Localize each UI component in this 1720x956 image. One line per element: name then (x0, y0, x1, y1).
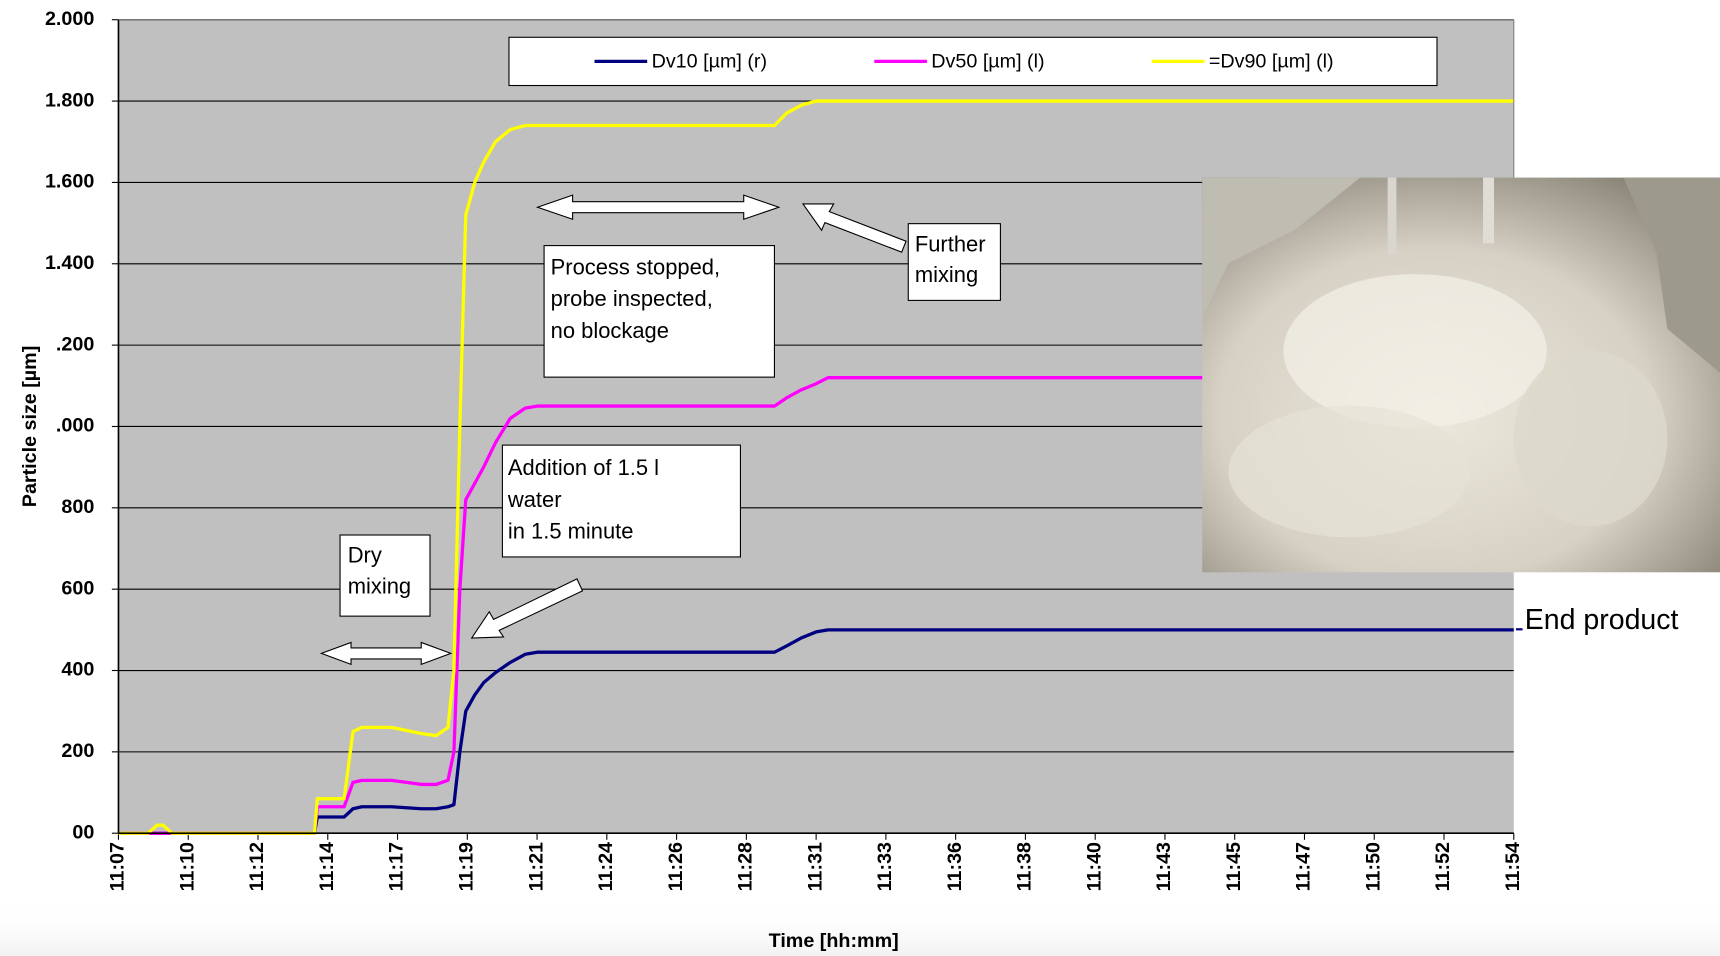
x-tick-label: 11:14 (316, 842, 338, 891)
x-tick-label: 11:36 (944, 842, 966, 891)
legend-label: =Dv90 [µm] (l) (1209, 51, 1334, 73)
annotation: Addition of 1.5 l (508, 455, 659, 480)
x-tick-label: 11:38 (1014, 842, 1036, 891)
y-tick-label: .200 (56, 333, 94, 355)
page: 00 200 400 600 800 .000 .200 1.400 1.600 1.800 2.0… (0, 0, 1720, 956)
x-tick-label: 11:26 (665, 842, 687, 891)
photo-probe (1483, 178, 1494, 244)
x-tick-label: 11:47 (1293, 842, 1315, 891)
y-tick-label: 2.000 (45, 8, 94, 30)
x-tick-label: 11:21 (525, 842, 547, 891)
y-tick-label: .000 (56, 415, 94, 437)
x-tick-label: 11:31 (804, 842, 826, 891)
annotation: water (507, 487, 562, 512)
x-tick-label: 11:17 (386, 842, 408, 891)
y-tick-label: 00 (72, 821, 94, 843)
annotation: Process stopped, (551, 254, 720, 279)
annotation: mixing (348, 573, 411, 598)
x-tick-label: 11:24 (595, 842, 617, 891)
legend-label: Dv10 [µm] (r) (652, 51, 767, 73)
y-tick-label: 1.600 (45, 171, 94, 193)
photo-highlight (1283, 274, 1546, 427)
annotation: no blockage (551, 318, 669, 343)
x-tick-label: 11:52 (1432, 842, 1454, 891)
x-axis-title: Time [hh:mm] (769, 930, 899, 952)
y-tick-label: 1.400 (45, 252, 94, 274)
annotation: Dry (348, 543, 382, 568)
annotation: probe inspected, (551, 286, 713, 311)
y-axis-title: Particle size [µm] (19, 346, 41, 507)
x-tick-label: 11:19 (456, 842, 478, 891)
annotation: End product (1525, 604, 1679, 636)
y-tick-label: 800 (61, 496, 94, 518)
annotation: mixing (915, 262, 978, 287)
x-tick-label: 11:54 (1502, 842, 1524, 891)
x-tick-label: 11:33 (874, 842, 896, 891)
annotation: in 1.5 minute (508, 519, 634, 544)
product-photo (1202, 178, 1720, 573)
x-tick-label: 11:43 (1153, 842, 1175, 891)
photo-highlight (1229, 406, 1470, 538)
photo-probe (1388, 178, 1397, 255)
x-tick-label: 11:40 (1083, 842, 1105, 891)
y-tick-label: 600 (61, 577, 94, 599)
chart: 00 200 400 600 800 .000 .200 1.400 1.600 1.800 2.0… (0, 0, 1720, 956)
x-tick-label: 11:45 (1223, 842, 1245, 891)
y-tick-label: 1.800 (45, 89, 94, 111)
annotation: Further (915, 231, 986, 256)
legend-entries: Dv10 [µm] (r) Dv50 [µm] (l) =Dv90 [µm] (l) (595, 51, 1334, 73)
y-tick-label: 400 (61, 659, 94, 681)
x-tick-label: 11:07 (107, 842, 129, 891)
legend-label: Dv50 [µm] (l) (931, 51, 1044, 73)
x-tick-label: 11:50 (1362, 842, 1384, 891)
photo-highlight (1514, 351, 1668, 526)
y-tick-label: 200 (61, 740, 94, 762)
x-tick-label: 11:12 (246, 842, 268, 891)
x-tick-label: 11:28 (735, 842, 757, 891)
x-tick-label: 11:10 (176, 842, 198, 891)
